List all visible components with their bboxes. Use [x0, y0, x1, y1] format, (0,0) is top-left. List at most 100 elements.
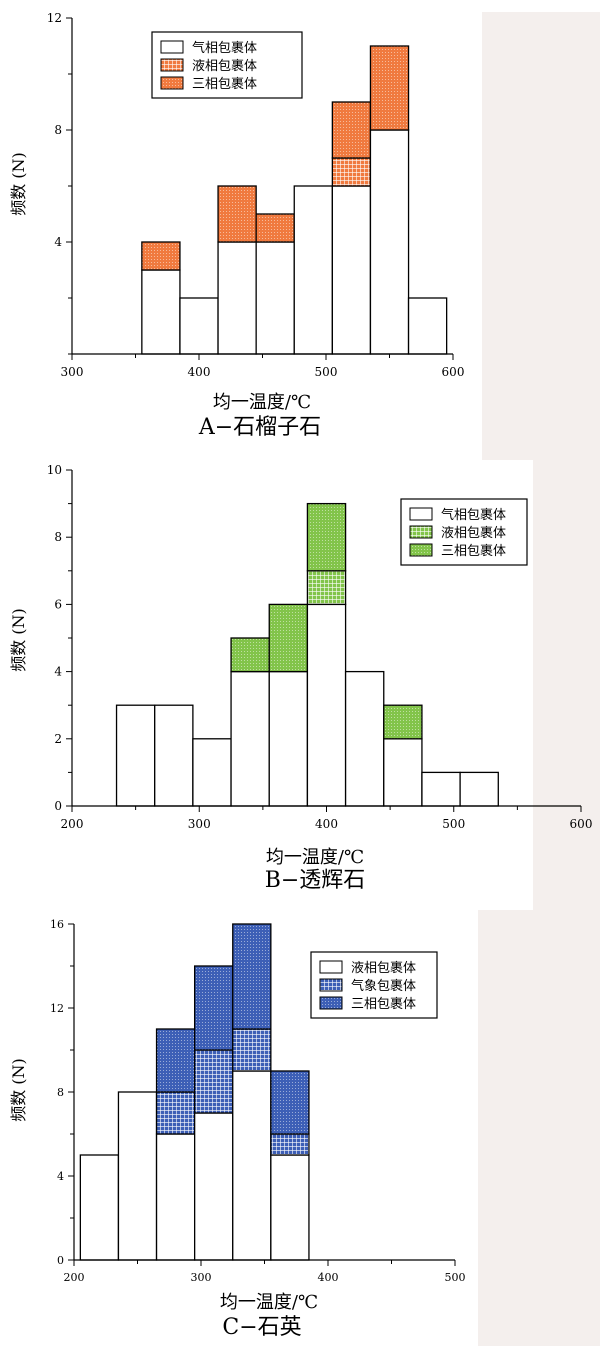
chart-panel-garnet: 300 400 500 600 4 8 12 均一温度/℃ 频数 (N) A−石榴子石 气相包裹体液… [0, 0, 482, 452]
y-axis-title: 频数 (N) [9, 608, 28, 672]
bar-3-280 [155, 1028, 196, 1093]
x-tick-label: 200 [64, 1271, 85, 1284]
bar-3-460 [255, 213, 295, 243]
legend-label-3: 三相包裹体 [441, 544, 506, 559]
x-axis-title: 均一温度/℃ [220, 1292, 318, 1313]
legend-label-1: 气相包裹体 [441, 507, 506, 523]
x-tick-label: 300 [61, 365, 84, 379]
legend-swatch-3 [319, 996, 343, 1010]
bar-1-340 [232, 1070, 272, 1261]
bar-3-400 [306, 502, 347, 572]
chart-diopside: 200 300 400 500 600 0 2 4 6 8 10 均一温度/℃ 频数 (N) B−透辉石 气… [9, 463, 593, 893]
bar-2-370 [270, 1133, 310, 1156]
legend-label-3: 三相包裹体 [351, 997, 416, 1012]
bar-1-460 [383, 738, 423, 807]
bar-1-520 [459, 771, 499, 807]
bar-1-520 [331, 185, 372, 355]
bar-3-520 [331, 101, 372, 159]
legend-swatch-3 [409, 543, 433, 557]
x-tick-label: 200 [61, 817, 84, 831]
legend-swatch-1 [160, 40, 184, 54]
x-axis-title: 均一温度/℃ [266, 847, 364, 868]
y-tick-label: 16 [50, 918, 64, 931]
background-strip-c [478, 910, 600, 1346]
x-tick-label: 400 [315, 817, 338, 831]
y-tick-label: 6 [54, 597, 62, 611]
y-tick-label: 12 [47, 11, 62, 25]
y-axis-title: 频数 (N) [9, 1058, 28, 1122]
legend-swatch-2 [319, 978, 343, 992]
bar-3-370 [268, 603, 309, 673]
bar-1-250 [115, 704, 156, 807]
x-tick-label: 400 [188, 365, 211, 379]
bar-2-520 [331, 157, 372, 187]
bar-1-400 [179, 297, 219, 355]
y-tick-label: 12 [50, 1002, 64, 1015]
legend-label-3: 三相包裹体 [192, 77, 257, 92]
bar-3-310 [193, 965, 234, 1051]
bar-1-430 [217, 241, 257, 355]
legend-label-1: 液相包裹体 [351, 961, 416, 976]
x-tick-label: 300 [188, 817, 211, 831]
legend-label-2: 液相包裹体 [192, 59, 257, 74]
bar-1-430 [344, 670, 385, 807]
bar-1-250 [117, 1091, 158, 1261]
legend-swatch-1 [319, 960, 343, 974]
x-tick-label: 600 [570, 817, 593, 831]
y-tick-label: 0 [57, 1254, 64, 1267]
chart-panel-diopside: 200 300 400 500 600 0 2 4 6 8 10 均一温度/℃ 频数 (N) B−透辉石 气… [0, 455, 600, 910]
bar-1-340 [230, 670, 270, 807]
bar-2-310 [193, 1049, 234, 1114]
bar-2-280 [155, 1091, 196, 1135]
bar-1-310 [192, 738, 232, 807]
bar-1-370 [268, 670, 309, 807]
bar-3-430 [217, 185, 257, 243]
y-tick-label: 4 [54, 235, 62, 249]
y-axis-title: 频数 (N) [9, 152, 28, 216]
bar-2-400 [306, 570, 347, 606]
legend-label-2: 液相包裹体 [441, 526, 506, 541]
background-strip-a [482, 12, 600, 460]
bar-1-400 [306, 603, 347, 807]
legend-label-2: 气象包裹体 [351, 978, 416, 994]
bar-1-490 [421, 771, 461, 807]
bar-1-370 [141, 269, 181, 355]
chart-caption: A−石榴子石 [198, 415, 321, 440]
bar-1-580 [407, 297, 448, 355]
bar-1-310 [193, 1112, 234, 1261]
x-tick-label: 500 [442, 817, 465, 831]
bar-3-370 [270, 1070, 310, 1135]
y-tick-label: 8 [57, 1086, 64, 1099]
legend-swatch-2 [160, 58, 184, 72]
legend-label-1: 气相包裹体 [192, 40, 257, 56]
bar-3-370 [141, 241, 181, 271]
bar-3-460 [383, 704, 423, 740]
bar-3-340 [230, 637, 270, 673]
y-tick-label: 10 [47, 463, 62, 477]
bar-3-340 [232, 923, 272, 1030]
chart-panel-quartz: 200 300 400 500 0 4 8 12 16 均一温度/℃ 频数 (N) C−石英 液相包裹体… [0, 910, 478, 1346]
y-tick-label: 4 [54, 665, 62, 679]
background-strip-b [533, 458, 600, 918]
chart-caption: C−石英 [222, 1315, 301, 1340]
chart-quartz: 200 300 400 500 0 4 8 12 16 均一温度/℃ 频数 (N) C−石英 液相包裹体… [9, 918, 466, 1340]
bar-3-550 [369, 45, 410, 131]
bar-1-370 [270, 1154, 310, 1261]
chart-caption: B−透辉石 [265, 868, 366, 893]
bar-1-220 [79, 1154, 120, 1261]
chart-garnet: 300 400 500 600 4 8 12 均一温度/℃ 频数 (N) A−石榴子石 气相包裹体液… [9, 11, 465, 440]
x-tick-label: 500 [445, 1271, 466, 1284]
y-tick-label: 8 [54, 530, 62, 544]
legend-swatch-1 [409, 507, 433, 521]
bar-1-490 [293, 185, 333, 355]
x-tick-label: 600 [442, 365, 465, 379]
x-tick-label: 500 [315, 365, 338, 379]
y-tick-label: 2 [54, 732, 62, 746]
y-tick-label: 8 [54, 123, 62, 137]
bar-1-460 [255, 241, 295, 355]
legend-swatch-2 [409, 525, 433, 539]
x-tick-label: 400 [318, 1271, 339, 1284]
bar-1-280 [155, 1133, 196, 1261]
bar-1-280 [154, 704, 194, 807]
legend-swatch-3 [160, 76, 184, 90]
